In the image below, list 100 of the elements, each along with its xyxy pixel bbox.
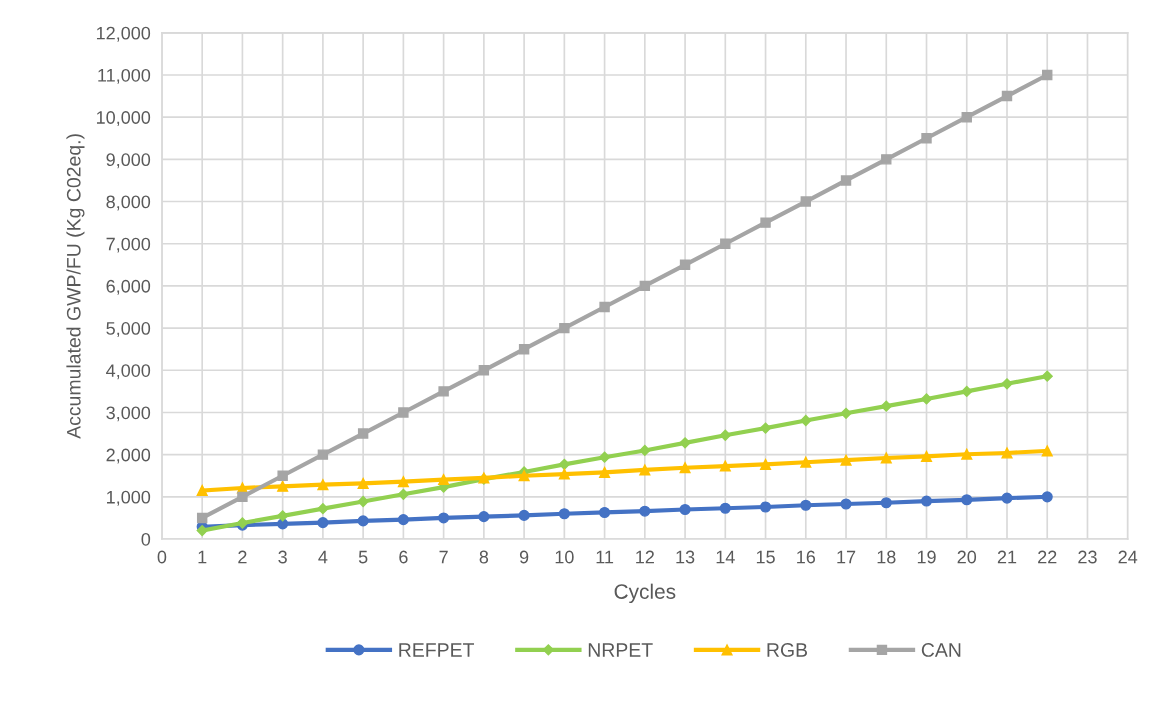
y-tick-label: 1,000 <box>107 490 151 506</box>
point <box>438 473 450 486</box>
y-axis-title: Accumulated GWP/FU (Kg C02eq.) <box>66 134 85 439</box>
y-tick-label: 4,000 <box>106 364 151 380</box>
x-tick-label: 6 <box>399 550 408 564</box>
point <box>720 238 731 249</box>
y-tick-label: 10,000 <box>96 111 151 127</box>
x-tick-label: 7 <box>439 550 448 564</box>
point <box>961 494 973 506</box>
x-tick-label: 3 <box>278 550 287 564</box>
point <box>719 429 731 441</box>
point <box>639 464 651 476</box>
point <box>719 460 731 472</box>
point <box>599 301 610 313</box>
x-tick-label: 5 <box>358 550 368 564</box>
point <box>438 512 450 524</box>
y-tick-label: 8,000 <box>106 195 151 211</box>
point <box>1041 370 1053 382</box>
point <box>1001 378 1013 390</box>
point <box>920 450 933 462</box>
point <box>518 470 530 482</box>
point <box>921 133 932 144</box>
point <box>840 454 852 466</box>
legend-label: CAN <box>921 643 961 657</box>
x-tick-label: 1 <box>198 550 207 564</box>
point <box>558 458 570 470</box>
point <box>920 393 933 405</box>
x-tick-label: 4 <box>318 550 328 564</box>
y-tick-label: 9,000 <box>106 153 151 169</box>
point <box>719 502 731 514</box>
point <box>277 510 289 522</box>
point <box>880 452 892 464</box>
point <box>196 524 208 537</box>
point <box>1001 447 1013 459</box>
point <box>397 514 409 526</box>
point <box>317 449 329 460</box>
point <box>759 458 772 470</box>
x-tick-label: 13 <box>676 550 695 564</box>
legend-label: NRPET <box>588 643 653 657</box>
x-tick-label: 9 <box>519 550 529 564</box>
x-tick-label: 16 <box>797 550 816 564</box>
x-tick-label: 0 <box>157 550 167 564</box>
y-tick-label: 2,000 <box>106 448 151 464</box>
point <box>196 512 208 524</box>
point <box>961 448 973 460</box>
point <box>760 217 771 228</box>
x-tick-label: 23 <box>1078 550 1097 564</box>
x-tick-label: 12 <box>636 550 654 564</box>
point <box>840 175 852 186</box>
x-tick-label: 15 <box>756 550 775 564</box>
point <box>397 476 409 488</box>
point <box>800 499 812 511</box>
point <box>800 456 812 468</box>
point <box>438 386 449 397</box>
x-tick-label: 17 <box>837 550 856 564</box>
point <box>357 477 369 489</box>
y-tick-label: 11,000 <box>98 68 151 84</box>
x-tick-label: 10 <box>555 550 574 564</box>
point <box>398 407 409 418</box>
y-tick-label: 6,000 <box>106 279 151 295</box>
x-tick-label: 11 <box>596 550 614 564</box>
point <box>277 480 289 492</box>
point <box>599 466 611 478</box>
point <box>639 505 651 517</box>
point <box>759 422 772 434</box>
point <box>679 437 691 449</box>
point <box>639 444 651 457</box>
point <box>639 280 651 292</box>
point <box>880 400 892 412</box>
point <box>1001 90 1013 102</box>
point <box>558 508 570 520</box>
point <box>599 506 611 519</box>
x-tick-label: 8 <box>479 550 489 564</box>
point <box>357 495 369 508</box>
x-tick-label: 14 <box>716 550 735 564</box>
point <box>840 407 852 419</box>
point <box>478 511 490 523</box>
x-tick-label: 18 <box>877 550 896 564</box>
point <box>478 365 490 376</box>
point <box>518 343 530 355</box>
point <box>518 509 530 521</box>
point <box>679 503 691 516</box>
x-tick-label: 21 <box>997 550 1017 564</box>
point <box>961 111 972 123</box>
point <box>357 428 369 439</box>
legend-label: RGB <box>767 643 808 657</box>
point <box>880 497 892 509</box>
point <box>598 451 611 463</box>
y-tick-label: 0 <box>141 532 151 546</box>
x-axis-title: Cycles <box>614 583 676 604</box>
point <box>840 498 852 510</box>
point <box>800 196 812 207</box>
y-tick-label: 12,000 <box>96 26 151 42</box>
point <box>1042 69 1053 81</box>
point <box>679 259 691 271</box>
x-tick-label: 22 <box>1038 550 1057 564</box>
point <box>679 462 691 474</box>
legend-label: REFPET <box>399 643 475 657</box>
point <box>317 517 329 529</box>
point <box>920 495 933 507</box>
